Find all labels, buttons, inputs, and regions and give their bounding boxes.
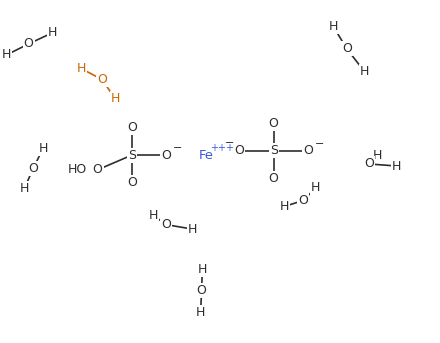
Text: HO: HO [68, 163, 87, 176]
Text: O: O [364, 157, 374, 170]
Text: O: O [161, 149, 171, 162]
Text: O: O [24, 37, 33, 50]
Text: O: O [342, 42, 352, 55]
Text: H: H [148, 209, 158, 222]
Text: H: H [19, 182, 29, 195]
Text: H: H [198, 263, 207, 276]
Text: S: S [270, 144, 278, 157]
Text: −: − [225, 138, 235, 149]
Text: H: H [392, 159, 402, 173]
Text: H: H [373, 149, 382, 162]
Text: −: − [173, 143, 183, 153]
Text: H: H [2, 48, 11, 61]
Text: H: H [38, 142, 48, 155]
Text: H: H [48, 26, 58, 39]
Text: O: O [29, 162, 38, 175]
Text: H: H [359, 65, 369, 78]
Text: H: H [77, 62, 86, 75]
Text: −: − [315, 139, 324, 149]
Text: H: H [110, 92, 120, 105]
Text: O: O [127, 176, 137, 189]
Text: O: O [197, 284, 206, 297]
Text: O: O [269, 172, 279, 185]
Text: +++: +++ [210, 143, 234, 153]
Text: O: O [93, 163, 103, 176]
Text: O: O [303, 144, 313, 157]
Text: O: O [127, 121, 137, 134]
Text: H: H [188, 223, 198, 236]
Text: O: O [298, 194, 308, 207]
Text: H: H [311, 181, 321, 194]
Text: S: S [128, 149, 136, 162]
Text: O: O [235, 144, 244, 157]
Text: H: H [196, 306, 205, 319]
Text: H: H [279, 200, 289, 213]
Text: O: O [97, 73, 107, 86]
Text: H: H [329, 20, 338, 33]
Text: Fe: Fe [198, 149, 213, 162]
Text: O: O [269, 117, 279, 130]
Text: O: O [161, 218, 171, 231]
